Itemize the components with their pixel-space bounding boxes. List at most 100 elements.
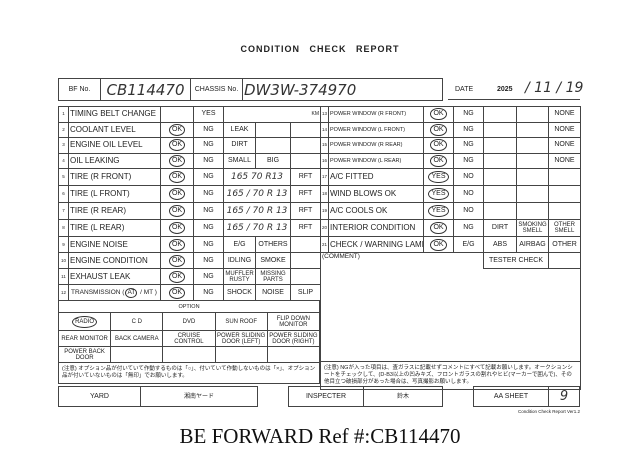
row-number: 17 [320,168,329,186]
ng-cell[interactable]: NO [453,185,484,203]
ok-cell[interactable]: OK [423,137,454,154]
option-radio-circled: RADIO [72,315,98,328]
ng-cell[interactable]: NO [453,168,484,186]
comment-area[interactable] [320,268,581,362]
ng-cell[interactable]: NG [193,202,224,220]
ng-cell[interactable]: NG [453,219,484,237]
detail-cell: ABS [483,236,517,253]
date-underline [448,99,580,100]
option-row: RADIO C D DVD SUN ROOF FLIP DOWN MONITOR [57,312,321,331]
date-year: 2025 [497,86,513,93]
ng-cell[interactable]: NG [193,284,224,301]
ng-cell[interactable]: NG [193,236,224,253]
row-number: 4 [58,152,69,169]
row-number: 5 [58,168,69,186]
option-item[interactable]: POWER SLIDING DOOR (LEFT) [214,330,268,347]
ok-cell[interactable]: OK [423,219,454,237]
detail-cell [483,168,517,186]
detail-cell: NONE [548,137,581,154]
row-number: 20 [320,219,329,237]
option-item[interactable] [162,346,216,363]
option-item[interactable]: FLIP DOWN MONITOR [266,312,321,331]
option-item[interactable] [214,346,268,363]
detail-cell: DIRT [223,137,256,154]
row-number: 3 [58,137,69,154]
ok-cell[interactable]: OK [160,168,194,186]
yard-box: YARD 湘南ヤード [58,386,258,407]
ng-cell[interactable]: NG [193,137,224,154]
ng-cell[interactable]: NG [453,121,484,138]
ng-cell[interactable]: NG [453,137,484,154]
ok-cell[interactable]: OK [423,152,454,169]
ok-cell[interactable]: OK [160,137,194,154]
option-item[interactable]: REAR MONITOR [57,330,112,347]
ok-cell[interactable] [160,106,194,123]
option-header: OPTION [58,300,320,313]
ng-cell[interactable]: NG [453,106,484,123]
ok-circled: OK [430,139,447,152]
check-row: 12 TRANSMISSION (AT / MT ) OK NG SHOCK NOISE S… [58,284,321,301]
ok-cell[interactable]: OK [160,121,194,138]
ng-cell[interactable]: NG [193,219,224,237]
bf-value: CB114470 [100,78,191,101]
row-label: TIRE (R FRONT) [68,168,161,186]
option-item[interactable]: C D [110,312,164,331]
ng-cell[interactable]: NO [453,202,484,220]
check-row: 16 POWER WINDOW (L REAR) OK NG NONE [320,152,581,169]
ng-cell[interactable]: NG [193,121,224,138]
ng-cell[interactable]: NG [193,152,224,169]
ok-cell[interactable]: OK [160,268,194,285]
ok-cell[interactable]: YES [423,185,454,203]
check-row: 18 WIND BLOWS OK YES NO [320,185,581,203]
detail-cell: MISSING PARTS [255,268,291,285]
option-item[interactable]: POWER SLIDING DOOR (RIGHT) [266,330,321,347]
option-item[interactable]: DVD [162,312,216,331]
row-label: COOLANT LEVEL [68,121,161,138]
detail-cell [290,121,321,138]
option-item[interactable] [110,346,164,363]
ok-cell[interactable]: OK [160,152,194,169]
ok-cell[interactable]: OK [160,219,194,237]
ok-cell[interactable]: OK [423,121,454,138]
ng-cell[interactable]: NG [193,252,224,269]
ok-circled: OK [168,171,186,183]
ok-cell[interactable]: YES [423,202,454,220]
ok-cell[interactable]: YES [423,168,454,186]
ok-cell[interactable]: OK [160,185,194,203]
row-label: TRANSMISSION (AT / MT ) [68,284,161,301]
ok-circled: OK [430,154,447,167]
row-label: WIND BLOWS OK [328,185,424,203]
row-label: POWER WINDOW (L REAR) [328,152,424,169]
check-row: 2 COOLANT LEVEL OK NG LEAK [58,121,321,138]
ok-cell[interactable]: OK [160,252,194,269]
ok-cell[interactable]: OK [160,284,194,301]
detail-cell: SMOKE [255,252,291,269]
option-item[interactable] [266,346,321,363]
ng-cell[interactable]: NG [193,185,224,203]
row-label: OIL LEAKING [68,152,161,169]
ng-cell[interactable]: YES [193,106,224,123]
tire-size: 165 70 R13 [223,168,291,186]
detail-cell [516,137,549,154]
option-item[interactable]: RADIO [57,312,112,331]
check-row: 14 POWER WINDOW (L FRONT) OK NG NONE [320,121,581,138]
option-item[interactable]: POWER BACK DOOR [57,346,112,363]
ng-cell[interactable]: NG [193,168,224,186]
option-item[interactable]: SUN ROOF [214,312,268,331]
ng-cell[interactable]: NG [453,152,484,169]
aa-sheet-box: AA SHEET 9 [473,386,580,407]
rft-cell: RFT [290,168,321,186]
ok-cell[interactable]: OK [423,106,454,123]
option-item[interactable]: CRUISE CONTROL [162,330,216,347]
detail-cell [290,137,321,154]
ok-cell[interactable]: OK [423,236,454,253]
report-title: CONDITION CHECK REPORT [240,44,400,54]
ok-circled: OK [168,238,186,251]
ng-cell[interactable]: NG [193,268,224,285]
option-item[interactable]: BACK CAMERA [110,330,164,347]
detail-cell [255,121,291,138]
ng-cell[interactable]: E/G [453,236,484,253]
ok-cell[interactable]: OK [160,236,194,253]
ok-cell[interactable]: OK [160,202,194,220]
check-row: 10 ENGINE CONDITION OK NG IDLING SMOKE [58,252,321,269]
